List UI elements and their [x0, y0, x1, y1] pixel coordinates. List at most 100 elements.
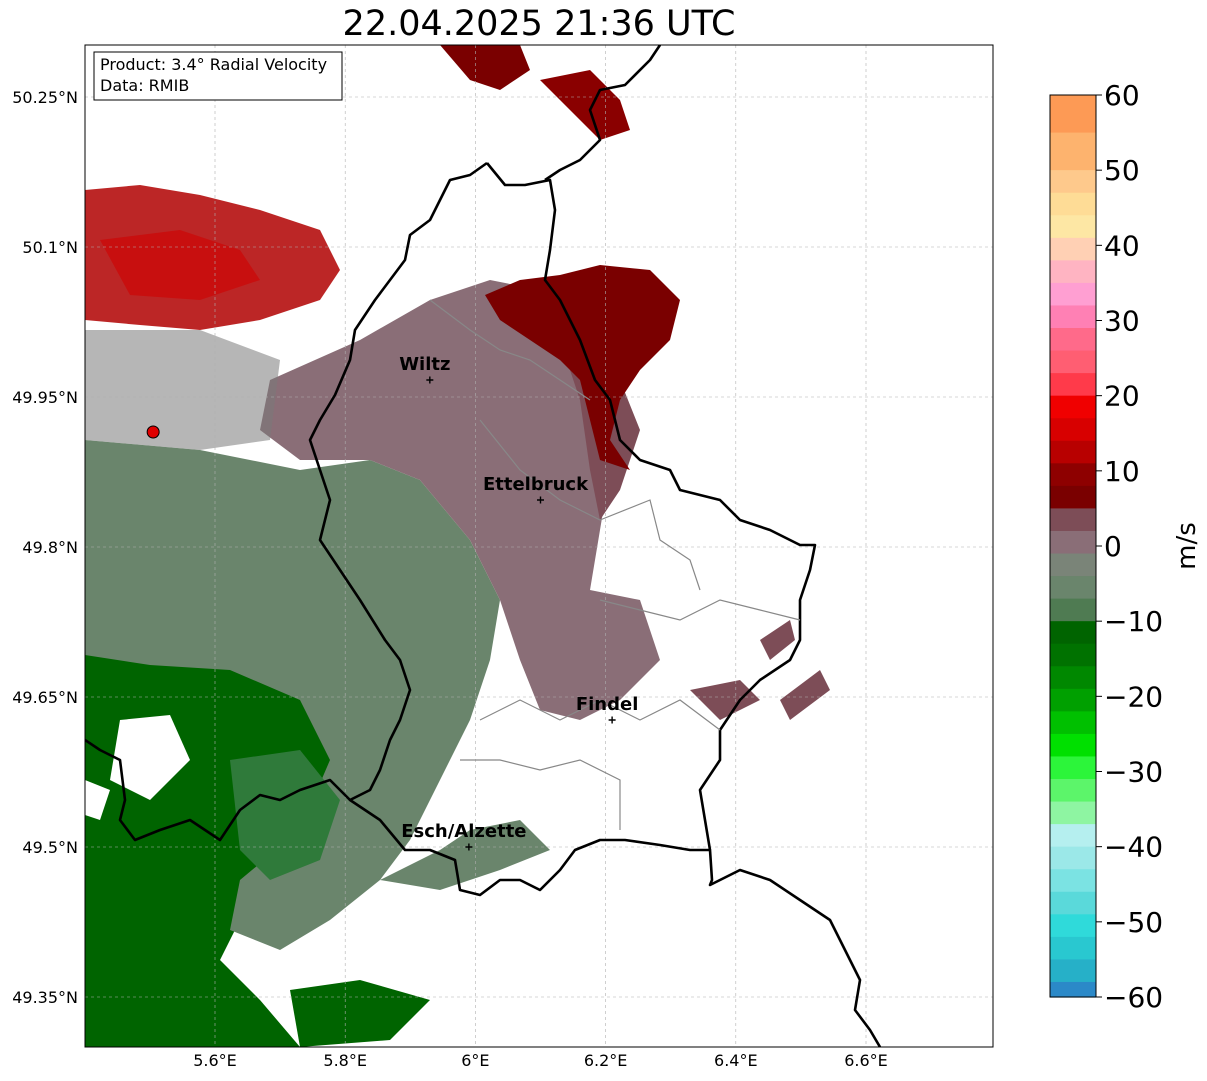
colorbar-unit-label: m/s: [1172, 522, 1202, 570]
colorbar-segment: [1050, 418, 1096, 442]
colorbar-tick-label: −40: [1104, 831, 1163, 864]
lon-tick-label: 5.8°E: [323, 1051, 367, 1070]
colorbar-tick-label: −60: [1104, 981, 1163, 1014]
radar-map: Wiltz Ettelbruck Findel Esch/Alzette Produc…: [12, 44, 994, 1070]
city-label: Wiltz: [399, 354, 450, 375]
colorbar-segment: [1050, 598, 1096, 622]
colorbar-segment: [1050, 756, 1096, 780]
colorbar-segment: [1050, 395, 1096, 419]
near-radar-clutter: [85, 330, 280, 450]
outbound-mauve-region: [260, 280, 660, 720]
data-source-label: Data: RMIB: [100, 76, 189, 95]
colorbar-segment: [1050, 666, 1096, 690]
colorbar-tick-label: 10: [1104, 455, 1140, 488]
map-title: 22.04.2025 21:36 UTC: [342, 4, 736, 44]
city-cross-icon: [537, 496, 544, 504]
city-cross-icon: [608, 716, 616, 724]
luxembourg-east-border: [485, 162, 817, 851]
colorbar-segment: [1050, 846, 1096, 870]
outbound-dark-red-north: [440, 45, 530, 90]
colorbar-segment: [1050, 463, 1096, 487]
colorbar-segment: [1050, 282, 1096, 307]
lat-tick-label: 49.95°N: [12, 388, 78, 407]
colorbar-segment: [1050, 779, 1096, 803]
colorbar-segment: [1050, 869, 1096, 893]
colorbar-tick-labels: 60 50 40 30 20 10 0 −10 −20 −30 −40 −50 −60: [1096, 79, 1163, 1014]
map-frame: [84, 44, 994, 1048]
lon-tick-label: 6.6°E: [844, 1051, 888, 1070]
product-label: Product: 3.4° Radial Velocity: [100, 55, 327, 74]
product-info-box: Product: 3.4° Radial Velocity Data: RMIB: [93, 51, 343, 101]
city-label: Ettelbruck: [483, 474, 589, 495]
lon-tick-label: 6.2°E: [584, 1051, 628, 1070]
no-echo-gap-2: [85, 780, 110, 820]
colorbar-segment: [1050, 132, 1096, 171]
colorbar-segment: [1050, 981, 1096, 998]
colorbar-segment: [1050, 508, 1096, 532]
colorbar-segment: [1050, 237, 1096, 261]
colorbar-segment: [1050, 373, 1096, 397]
colorbar-segment: [1050, 485, 1096, 510]
colorbar-segment: [1050, 711, 1096, 735]
colorbar-segment: [1050, 170, 1096, 194]
colorbar-segment: [1050, 530, 1096, 555]
colorbar-tick-label: 20: [1104, 380, 1140, 413]
colorbar-segment: [1050, 891, 1096, 915]
colorbar-tick-label: −30: [1104, 756, 1163, 789]
lat-tick-label: 49.35°N: [12, 988, 78, 1007]
velocity-field: [85, 45, 830, 1047]
lat-tick-label: 50.1°N: [22, 238, 78, 257]
lon-tick-label: 5.6°E: [193, 1051, 237, 1070]
colorbar-segment: [1050, 914, 1096, 938]
colorbar-tick-label: 60: [1104, 79, 1140, 112]
colorbar-tick-label: 40: [1104, 229, 1140, 262]
colorbar-segment: [1050, 959, 1096, 983]
colorbar-segment: [1050, 688, 1096, 712]
colorbar-tick-label: 50: [1104, 154, 1140, 187]
lat-tick-label: 50.25°N: [12, 88, 78, 107]
longitude-tick-labels: 5.6°E 5.8°E 6°E 6.2°E 6.4°E 6.6°E: [193, 1051, 888, 1070]
city-label: Esch/Alzette: [401, 821, 526, 842]
colorbar-segment: [1050, 643, 1096, 667]
colorbar-tick-label: 0: [1104, 530, 1122, 563]
city-marker-wiltz: Wiltz: [399, 354, 450, 384]
district-lines: [429, 299, 801, 830]
colorbar-segment: [1050, 621, 1096, 645]
colorbar-segment: [1050, 95, 1096, 134]
germany-belgium-border-north: [544, 45, 662, 182]
city-cross-icon: [465, 843, 473, 851]
colorbar-tick-label: −20: [1104, 680, 1163, 713]
inbound-mid-green-patch: [230, 750, 340, 880]
outbound-red-speckle: [100, 230, 260, 300]
outbound-mauve-east-patch-2: [780, 670, 830, 720]
colorbar-tick-label: −50: [1104, 906, 1163, 939]
city-marker-esch-alzette: Esch/Alzette: [401, 821, 527, 851]
colorbar-segment: [1050, 440, 1096, 464]
city-marker-ettelbruck: Ettelbruck: [483, 474, 589, 504]
lat-tick-label: 49.65°N: [12, 688, 78, 707]
radar-site-marker: [146, 425, 160, 439]
colorbar-segment: [1050, 328, 1096, 352]
colorbar-segment: [1050, 936, 1096, 961]
colorbar-frame: [1049, 94, 1097, 998]
colorbar-segment: [1050, 260, 1096, 284]
city-cross-icon: [426, 376, 434, 384]
colorbar-segment: [1050, 824, 1096, 848]
latitude-tick-labels: 50.25°N 50.1°N 49.95°N 49.8°N 49.65°N 49.5°N 4…: [12, 88, 78, 1007]
france-belgium-border: [85, 738, 351, 842]
inbound-grey-green-region: [85, 440, 500, 950]
colorbar-segment: [1050, 801, 1096, 825]
lat-tick-label: 49.5°N: [22, 838, 78, 857]
lon-tick-label: 6°E: [461, 1051, 489, 1070]
outbound-dark-red-core: [485, 265, 680, 470]
colorbar-segment: [1050, 215, 1096, 239]
lon-tick-label: 6.4°E: [714, 1051, 758, 1070]
country-borders: [85, 45, 882, 1047]
colorbar-tick-label: 30: [1104, 305, 1140, 338]
colorbar-segment: [1050, 350, 1096, 374]
colorbar-segments: [1050, 95, 1096, 998]
inbound-grey-green-south: [380, 820, 550, 890]
city-marker-findel: Findel: [576, 694, 638, 724]
outbound-mauve-east-patch-3: [760, 620, 795, 660]
luxembourg-border: [308, 161, 882, 1047]
